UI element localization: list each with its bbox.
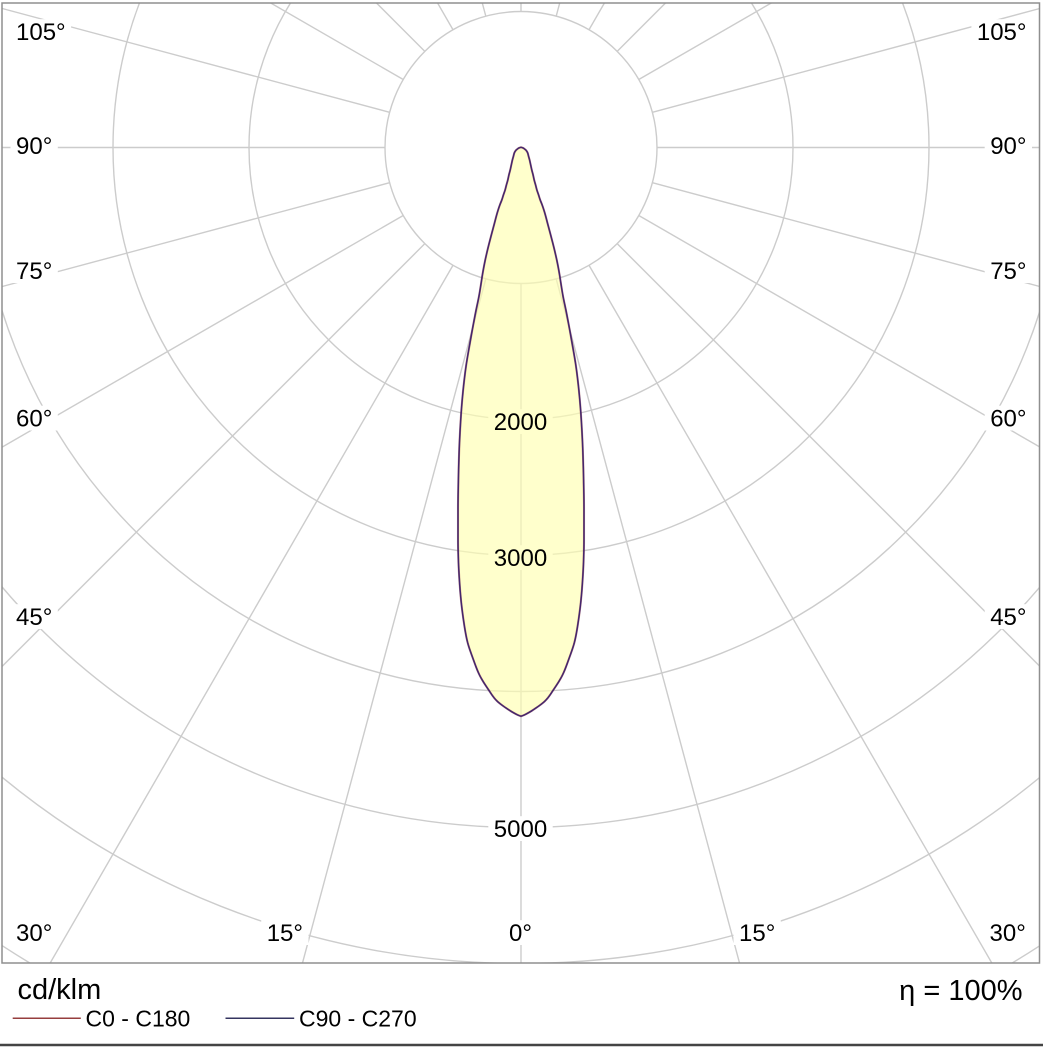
svg-text:15°: 15°	[267, 920, 303, 947]
svg-text:105°: 105°	[977, 19, 1027, 46]
svg-text:3000: 3000	[494, 545, 547, 572]
svg-text:45°: 45°	[16, 604, 52, 631]
svg-text:30°: 30°	[990, 920, 1026, 947]
svg-text:75°: 75°	[990, 258, 1026, 285]
svg-text:5000: 5000	[494, 816, 547, 843]
svg-text:60°: 60°	[990, 406, 1026, 433]
svg-text:cd/klm: cd/klm	[18, 974, 102, 1006]
svg-text:45°: 45°	[990, 604, 1026, 631]
svg-text:105°: 105°	[16, 19, 66, 46]
svg-text:30°: 30°	[16, 920, 52, 947]
svg-text:C0 - C180: C0 - C180	[86, 1005, 191, 1031]
svg-text:60°: 60°	[16, 406, 52, 433]
svg-text:C90 - C270: C90 - C270	[299, 1005, 417, 1031]
svg-text:2000: 2000	[494, 409, 547, 436]
svg-text:15°: 15°	[739, 920, 775, 947]
svg-text:90°: 90°	[990, 133, 1026, 160]
svg-text:0°: 0°	[509, 920, 532, 947]
svg-text:η = 100%: η = 100%	[899, 975, 1022, 1007]
svg-text:90°: 90°	[16, 133, 52, 160]
svg-text:75°: 75°	[16, 258, 52, 285]
